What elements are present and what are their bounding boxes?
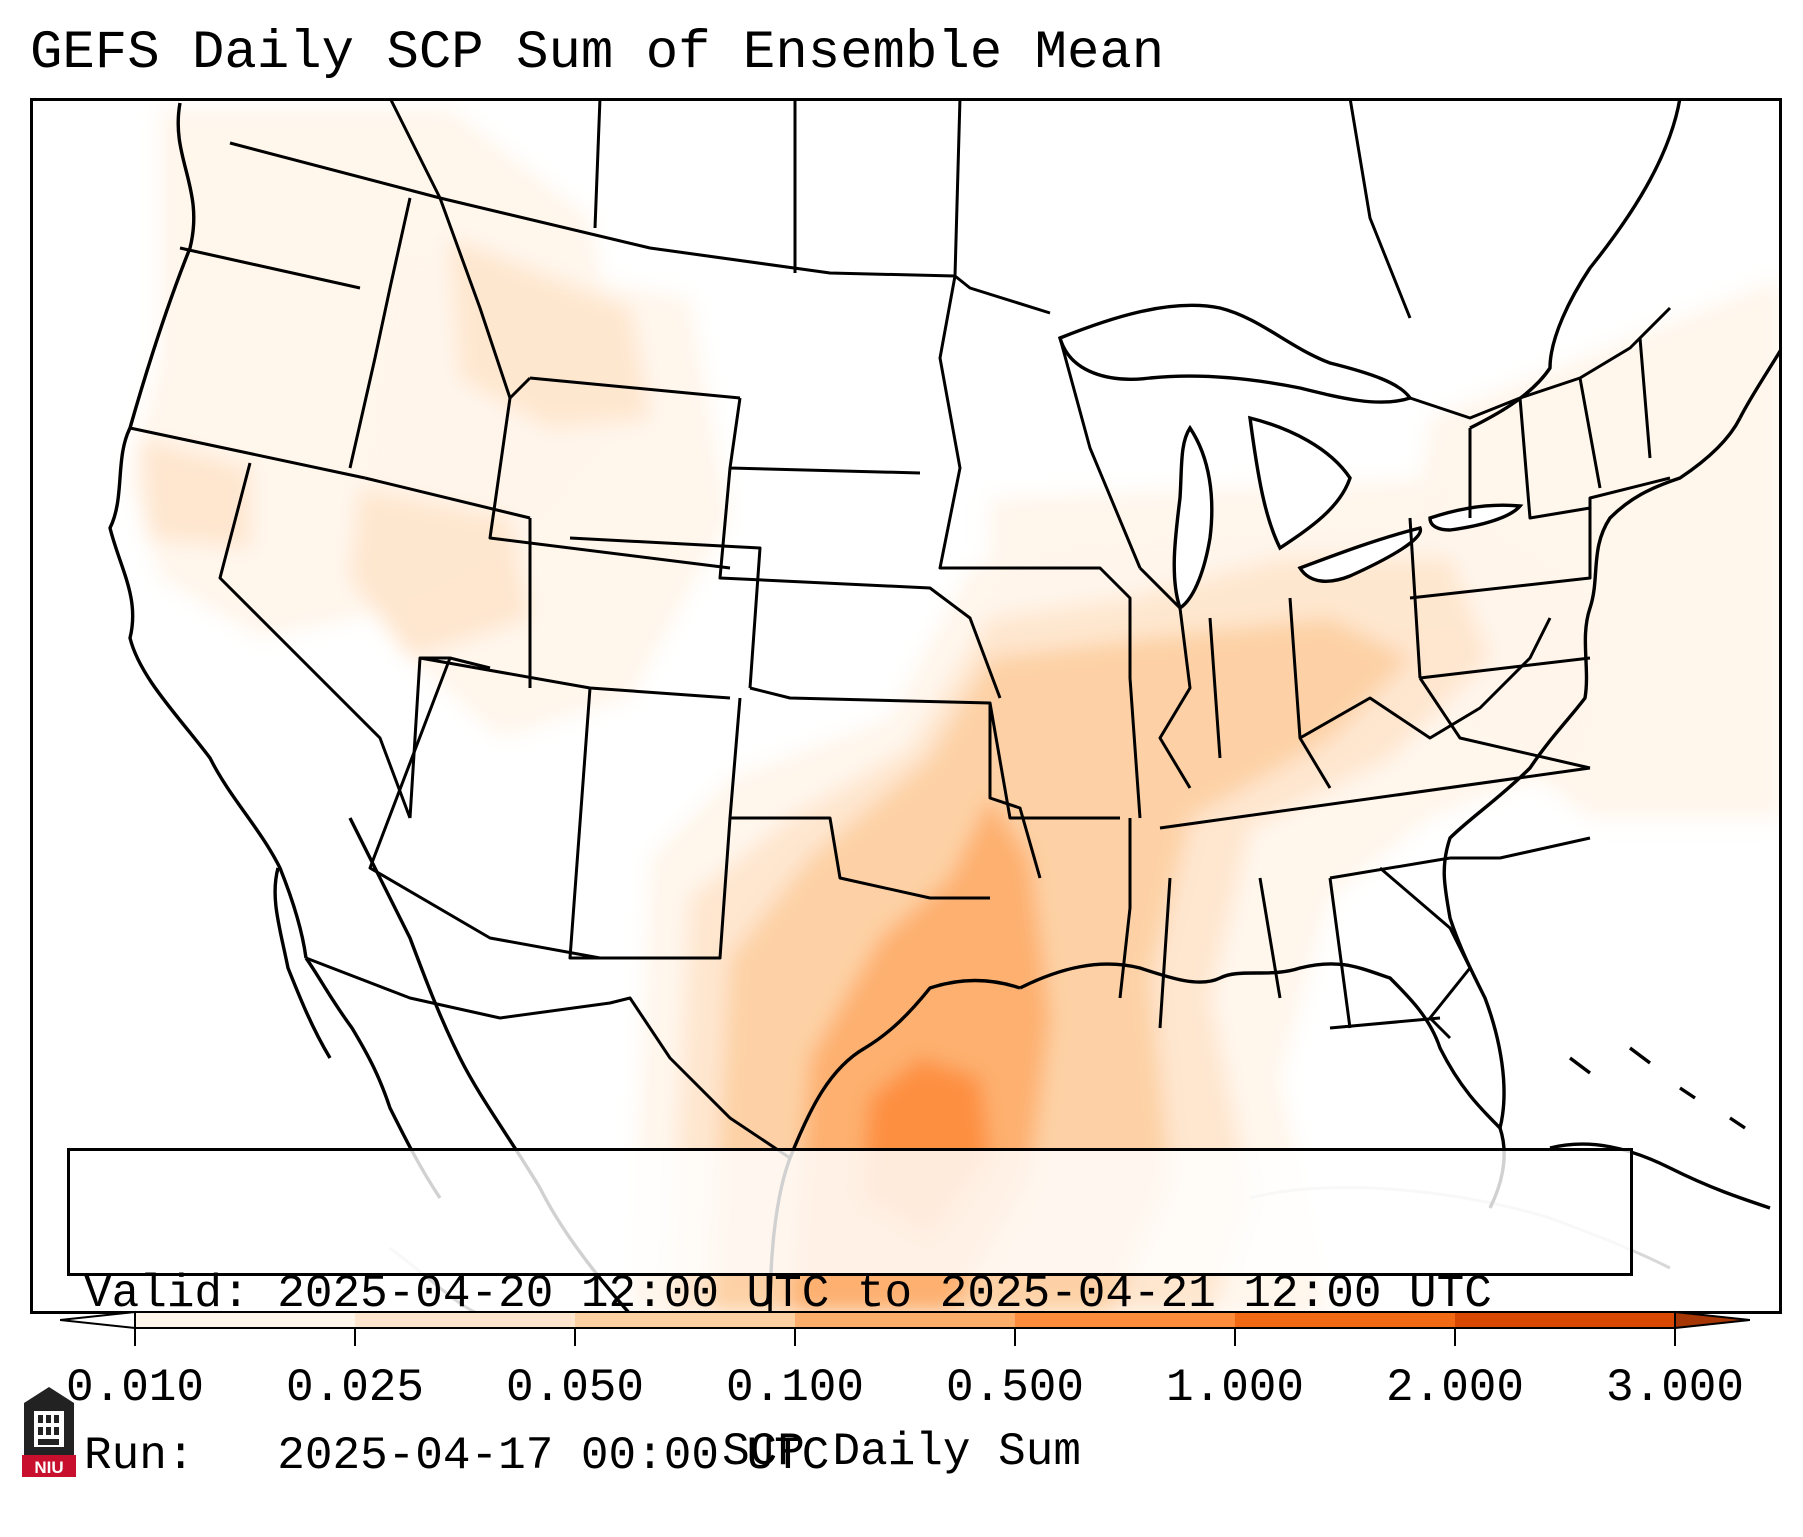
colorbar-extend-min	[60, 1310, 136, 1330]
co-ks-ok	[749, 686, 1042, 879]
run-line: Run: 2025-04-17 00:00 UTC	[84, 1429, 1616, 1483]
colorbar-segments	[135, 1312, 1676, 1328]
or-ca-nv-border	[129, 426, 412, 819]
colorbar-segment	[355, 1312, 576, 1328]
id-border	[348, 197, 532, 469]
colorbar-tick-label: 2.000	[1385, 1362, 1525, 1414]
great-lakes	[1057, 303, 1524, 611]
colorbar-segment	[1235, 1312, 1456, 1328]
colorbar-ticks	[134, 1328, 1676, 1346]
scp-shading	[130, 108, 1782, 1314]
lake-huron	[1247, 415, 1352, 551]
colorbar-extend-max	[1674, 1310, 1750, 1330]
mt-wy-border	[488, 376, 741, 570]
wv-va-nc	[1299, 617, 1591, 860]
map-panel	[30, 98, 1782, 1314]
scp-contour-montana	[450, 238, 650, 428]
canada-province-lines	[388, 98, 1412, 319]
colorbar-segment	[575, 1312, 796, 1328]
colorbar-segment	[1015, 1312, 1236, 1328]
chart-title: GEFS Daily SCP Sum of Ensemble Mean	[30, 23, 1165, 84]
new-england-coast	[1738, 347, 1782, 419]
ut-co-border	[528, 518, 762, 689]
niu-logo: NIU	[22, 1387, 76, 1477]
scp-contour-sierra	[140, 438, 250, 548]
bahamas	[1568, 1046, 1746, 1130]
state-borders	[129, 98, 1672, 1160]
lake-erie	[1297, 526, 1423, 583]
nd-sd-ne	[718, 397, 1002, 699]
oh-pa-ny	[1408, 337, 1671, 680]
canada-east-coast	[1469, 98, 1682, 430]
colorbar-label: SCP Daily Sum	[722, 1426, 1081, 1478]
valid-run-info-box: Valid: 2025-04-20 12:00 UTC to 2025-04-2…	[67, 1148, 1633, 1482]
mexico-border	[305, 956, 791, 1160]
gulf-coast-east	[1019, 962, 1506, 1209]
ga-fl	[1329, 1016, 1441, 1030]
colorbar-tick-label: 3.000	[1605, 1362, 1745, 1414]
colorbar-tick-label: 1.000	[1165, 1362, 1305, 1414]
pacific-coast	[108, 102, 308, 959]
colorbar-tick-label: 0.100	[725, 1362, 865, 1414]
colorbar-segment	[135, 1312, 356, 1328]
cuba-outline	[1549, 1142, 1771, 1210]
colorbar-tick-label: 0.025	[285, 1362, 425, 1414]
colorbar	[60, 1310, 1750, 1346]
colorbar-segment	[795, 1312, 1016, 1328]
az-nm-border	[368, 657, 742, 960]
ky-tn-ms-al	[1118, 766, 1591, 1040]
colorbar-outline	[134, 1311, 1676, 1329]
run-value: 2025-04-17 00:00 UTC	[277, 1430, 830, 1482]
colorbar-tick-label: 0.500	[945, 1362, 1085, 1414]
nm-tx-ok	[730, 816, 990, 900]
florida-atlantic	[1442, 417, 1742, 1129]
colorbar-tick-label: 0.050	[505, 1362, 645, 1414]
colorbar-segment	[1455, 1312, 1676, 1328]
colorbar-tick-labels: 0.010 0.025 0.050 0.100 0.500 1.000 2.000 3.000	[0, 1360, 1803, 1420]
scp-contour-utah	[350, 488, 530, 658]
wa-or-border	[179, 246, 361, 290]
logo-text: NIU	[34, 1458, 63, 1477]
wi-il-in	[1058, 337, 1332, 789]
run-label: Run:	[84, 1430, 195, 1482]
colorbar-tick-label: 0.010	[65, 1362, 205, 1414]
mn-ia-mo	[938, 275, 1142, 820]
